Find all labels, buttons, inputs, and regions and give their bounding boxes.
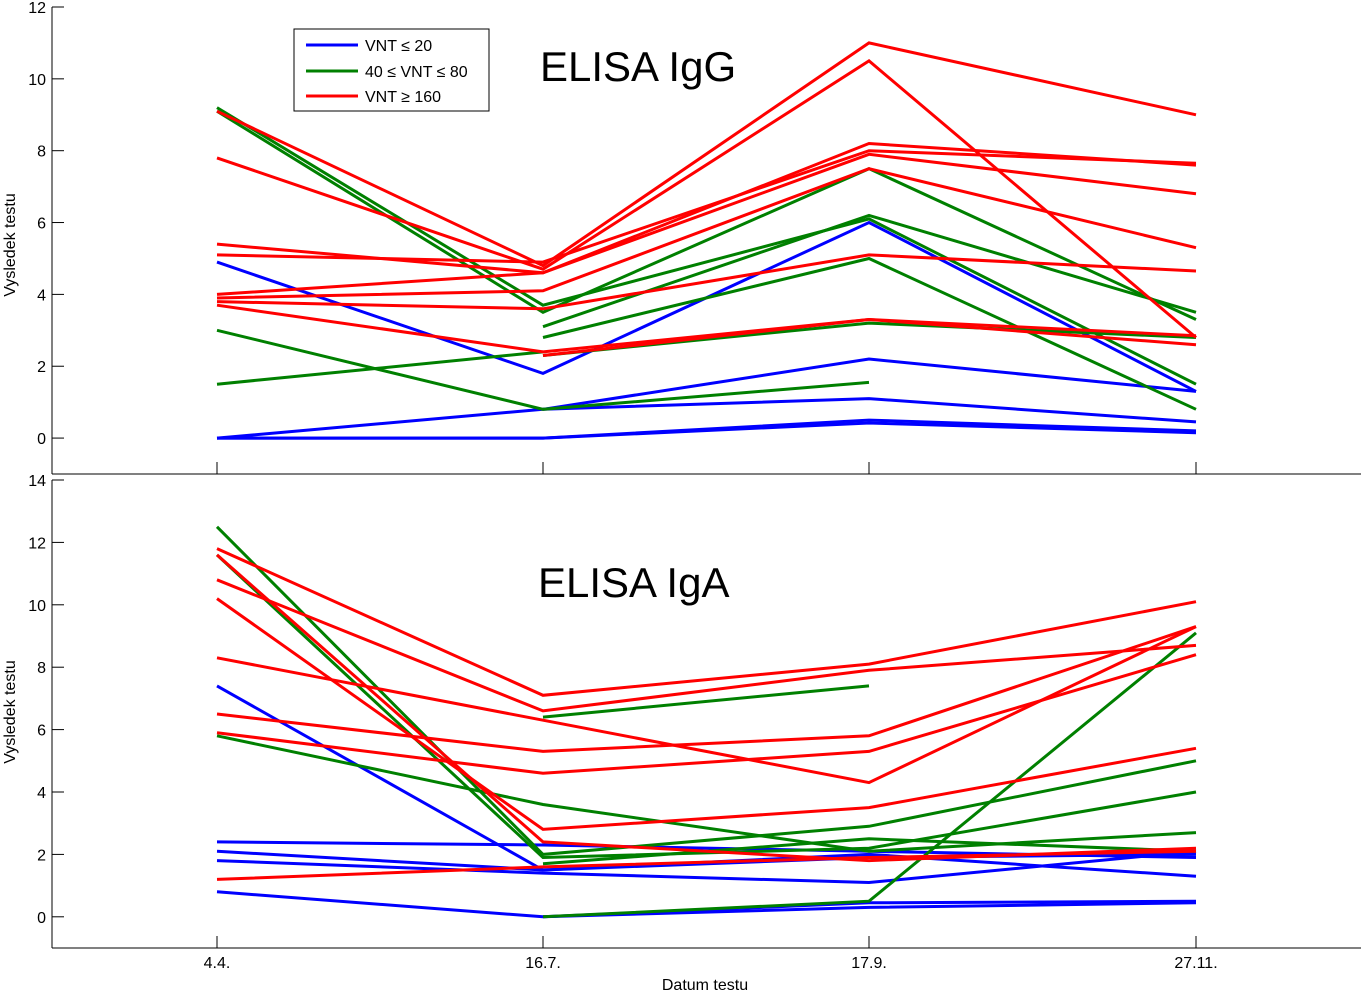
igg-series-line-red-12 xyxy=(216,41,1197,268)
igg-series-line-green-10 xyxy=(216,350,544,386)
igg-series-line-red-18 xyxy=(216,253,1197,311)
iga-series-line-green-6 xyxy=(215,525,1197,856)
x-axis-label: Datum testu xyxy=(662,977,748,992)
igg-series-line-red-16 xyxy=(216,152,1197,296)
iga-y-tick-label: 2 xyxy=(37,847,46,864)
iga-y-tick-label: 4 xyxy=(37,785,46,802)
iga-series-line-blue-3 xyxy=(216,849,1197,885)
iga-series-line-red-14 xyxy=(216,578,1197,713)
iga-y-tick-label: 0 xyxy=(37,910,46,927)
igg-series-group xyxy=(216,41,1197,440)
igg-ylabel: Vysledek testu xyxy=(2,193,19,296)
igg-y-tick-label: 6 xyxy=(37,216,46,233)
iga-series-line-red-15 xyxy=(216,597,1197,831)
igg-series-line-red-19 xyxy=(216,303,1197,354)
igg-y-tick-label: 2 xyxy=(37,359,46,376)
igg-title: ELISA IgG xyxy=(540,43,736,90)
igg-series-line-red-13 xyxy=(216,59,1197,339)
iga-series-line-blue-2 xyxy=(216,849,1197,872)
igg-series-line-red-20 xyxy=(542,317,1197,357)
legend-label-red: VNT ≥ 160 xyxy=(365,89,441,106)
igg-series-line-blue-1 xyxy=(542,357,1197,411)
iga-y-tick-label: 10 xyxy=(28,598,46,615)
igg-series-line-green-6 xyxy=(216,109,1197,321)
igg-series-line-red-17 xyxy=(216,167,1197,300)
igg-axes: 0 2 4 6 8 10 12 xyxy=(28,0,1361,475)
iga-series-line-green-9 xyxy=(542,837,1197,866)
iga-ylabel: Vysledek testu xyxy=(2,660,19,763)
x-tick-label: 4.4. xyxy=(204,955,231,972)
igg-legend: VNT ≤ 20 40 ≤ VNT ≤ 80 VNT ≥ 160 xyxy=(293,28,490,112)
igg-series-line-red-15 xyxy=(216,149,1197,264)
iga-series-line-red-18 xyxy=(216,653,1197,775)
iga-title: ELISA IgA xyxy=(538,559,729,606)
igg-y-tick-label: 10 xyxy=(28,72,46,89)
igg-series-line-blue-4 xyxy=(217,421,1197,440)
legend-label-blue: VNT ≤ 20 xyxy=(365,38,432,55)
igg-series-line-green-7 xyxy=(542,213,1197,329)
iga-y-tick-label: 8 xyxy=(37,660,46,677)
igg-series-line-green-5 xyxy=(216,106,1197,386)
legend-label-green: 40 ≤ VNT ≤ 80 xyxy=(365,64,468,81)
igg-series-line-blue-2 xyxy=(216,397,1197,440)
iga-series-line-blue-4 xyxy=(216,890,1197,919)
iga-axes: 0 2 4 6 8 10 12 14 4.4. 16.7. 17.9. 27.11. xyxy=(28,473,1361,972)
x-tick-label: 17.9. xyxy=(851,955,887,972)
iga-y-tick-label: 14 xyxy=(28,473,46,490)
iga-series-line-red-12 xyxy=(216,547,1197,697)
igg-y-tick-label: 4 xyxy=(37,287,46,304)
igg-y-tick-label: 8 xyxy=(37,144,46,161)
iga-series-line-green-11 xyxy=(542,684,870,719)
igg-y-tick-label: 0 xyxy=(37,431,46,448)
x-tick-label: 16.7. xyxy=(525,955,561,972)
iga-series-group xyxy=(215,525,1197,919)
igg-series-line-green-8 xyxy=(542,256,1197,411)
iga-y-tick-label: 12 xyxy=(28,535,46,552)
igg-series-line-green-11 xyxy=(216,328,870,411)
iga-series-line-green-8 xyxy=(216,734,1197,853)
igg-y-tick-label: 12 xyxy=(28,0,46,17)
iga-plot: 0 2 4 6 8 10 12 14 4.4. 16.7. 17.9. 27.11. ELISA Ig… xyxy=(2,473,1361,992)
iga-y-tick-label: 6 xyxy=(37,723,46,740)
igg-plot: 0 2 4 6 8 10 12 ELISA IgG Vysledek testu VNT ≤… xyxy=(2,0,1361,475)
iga-series-line-red-19 xyxy=(216,849,1197,881)
iga-series-line-green-7 xyxy=(215,553,1197,860)
x-tick-label: 27.11. xyxy=(1174,955,1217,972)
iga-series-line-red-17 xyxy=(216,625,1197,753)
iga-series-line-green-10 xyxy=(542,631,1197,919)
iga-series-line-red-16 xyxy=(216,625,1197,785)
